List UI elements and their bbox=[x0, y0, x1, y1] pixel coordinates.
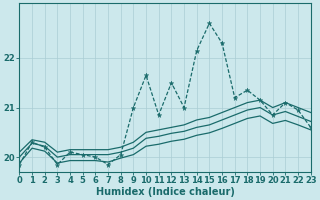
X-axis label: Humidex (Indice chaleur): Humidex (Indice chaleur) bbox=[96, 187, 235, 197]
